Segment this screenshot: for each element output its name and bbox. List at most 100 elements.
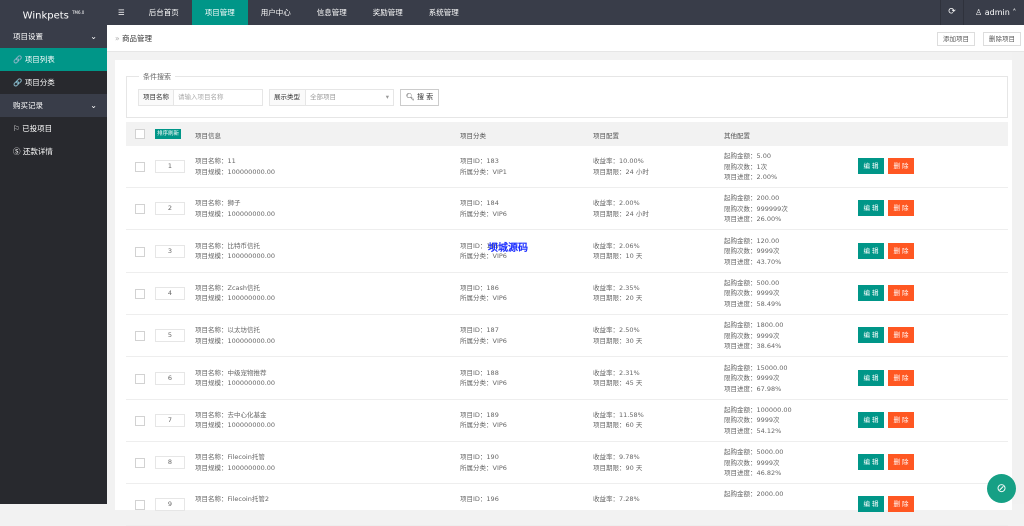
header-config: 项目配置 bbox=[593, 132, 619, 140]
breadcrumb: » 商品管理 添加项目 删除项目 bbox=[107, 25, 1024, 52]
nav-user-center[interactable]: 用户中心 bbox=[260, 8, 291, 17]
sidebar-item-repayment[interactable]: Ⓢ 还款详情 bbox=[13, 147, 53, 156]
menu-toggle-icon[interactable]: ☰ bbox=[118, 8, 125, 17]
page-title: 商品管理 bbox=[121, 34, 152, 43]
table-row: 2 项目名称：狮子 项目规模：100000000.00 项目ID：184 所属分类：… bbox=[126, 188, 1008, 231]
select-all-checkbox[interactable] bbox=[135, 129, 145, 139]
add-project-button[interactable]: 添加项目 bbox=[937, 32, 975, 46]
nav-project-management[interactable]: 项目管理 bbox=[191, 0, 248, 25]
project-category: 项目ID：185 所属分类：VIP6 bbox=[460, 241, 507, 261]
header-category: 项目分类 bbox=[460, 132, 486, 140]
edit-button[interactable]: 编 辑 bbox=[858, 200, 884, 217]
project-config: 收益率：2.50% 项目期限：30 天 bbox=[593, 326, 643, 345]
row-checkbox[interactable] bbox=[135, 500, 145, 511]
project-info: 项目名称：中级宠物推荐 项目规模：100000000.00 bbox=[195, 368, 276, 388]
edit-button[interactable]: 编 辑 bbox=[858, 454, 884, 471]
delete-button[interactable]: 删 除 bbox=[888, 327, 914, 344]
type-select[interactable]: 全部项目 ▾ bbox=[305, 89, 394, 106]
other-config: 起购金额：120.00 限购次数：9999次 项目进度：43.70% bbox=[724, 236, 782, 266]
nav-info-management[interactable]: 信息管理 bbox=[316, 8, 347, 17]
chevron-down-icon: ⌄ bbox=[90, 101, 97, 110]
search-legend: 条件搜索 bbox=[139, 72, 175, 82]
name-input[interactable]: 请输入项目名称 bbox=[173, 89, 263, 106]
sidebar-group-project-settings[interactable]: 项目设置 ⌄ bbox=[0, 25, 107, 48]
sort-order-input[interactable]: 3 bbox=[155, 244, 185, 258]
table-header: 排序刷新 项目信息 项目分类 项目配置 其他配置 bbox=[126, 122, 1008, 146]
edit-button[interactable]: 编 辑 bbox=[858, 411, 884, 428]
table-row: 4 项目名称：Zcash信托 项目规模：100000000.00 项目ID：186… bbox=[126, 273, 1008, 315]
project-info: 项目名称：去中心化基金 项目规模：100000000.00 bbox=[195, 410, 276, 430]
delete-button[interactable]: 删 除 bbox=[888, 200, 914, 217]
project-config: 收益率：2.06% 项目期限：10 天 bbox=[593, 241, 643, 261]
table-row: 6 项目名称：中级宠物推荐 项目规模：100000000.00 项目ID：188 所… bbox=[126, 358, 1008, 400]
refresh-icon[interactable]: ⟳ bbox=[940, 0, 964, 25]
delete-button[interactable]: 删 除 bbox=[888, 284, 914, 301]
delete-button[interactable]: 删 除 bbox=[888, 411, 914, 428]
edit-button[interactable]: 编 辑 bbox=[858, 369, 884, 386]
row-checkbox[interactable] bbox=[135, 415, 145, 426]
sort-order-input[interactable]: 8 bbox=[155, 456, 185, 470]
sort-order-input[interactable]: 4 bbox=[155, 286, 185, 300]
sort-order-input[interactable]: 5 bbox=[155, 329, 185, 343]
header-info: 项目信息 bbox=[195, 132, 221, 140]
other-config: 起购金额：5000.00 限购次数：9999次 项目进度：46.82% bbox=[724, 448, 784, 478]
sort-refresh-button[interactable]: 排序刷新 bbox=[155, 129, 182, 139]
edit-button[interactable]: 编 辑 bbox=[858, 158, 884, 174]
project-info: 项目名称：Filecoin托管 项目规模：100000000.00 bbox=[195, 453, 276, 472]
content-card: 条件搜索 项目名称 请输入项目名称 展示类型 全部项目 ▾ 🔍︎ 搜 索 排序刷新… bbox=[115, 60, 1012, 526]
floating-help-button[interactable]: ⊘ bbox=[987, 474, 1016, 503]
project-info: 项目名称：以太坊信托 项目规模：100000000.00 bbox=[195, 326, 276, 345]
row-checkbox[interactable] bbox=[135, 331, 145, 342]
delete-button[interactable]: 删 除 bbox=[888, 158, 914, 174]
project-config: 收益率：9.78% 项目期限：90 天 bbox=[593, 453, 643, 472]
edit-button[interactable]: 编 辑 bbox=[858, 496, 884, 513]
edit-button[interactable]: 编 辑 bbox=[858, 284, 884, 301]
delete-button[interactable]: 删 除 bbox=[888, 242, 914, 259]
search-button[interactable]: 🔍︎ 搜 索 bbox=[400, 89, 439, 106]
row-checkbox[interactable] bbox=[135, 204, 145, 215]
search-icon: 🔍︎ bbox=[405, 93, 415, 101]
edit-button[interactable]: 编 辑 bbox=[858, 242, 884, 259]
project-config: 收益率：7.28% bbox=[593, 495, 640, 504]
search-panel: 条件搜索 项目名称 请输入项目名称 展示类型 全部项目 ▾ 🔍︎ 搜 索 bbox=[126, 72, 1008, 118]
project-info: 项目名称：狮子 项目规模：100000000.00 bbox=[195, 199, 276, 218]
project-config: 收益率：2.31% 项目期限：45 天 bbox=[593, 368, 643, 388]
sidebar-item-invested[interactable]: ⚐ 已投项目 bbox=[13, 124, 53, 133]
sidebar-group-purchase-records[interactable]: 购买记录 ⌄ bbox=[0, 94, 107, 117]
link-icon: 🔗 bbox=[13, 55, 23, 64]
sort-order-input[interactable]: 2 bbox=[155, 202, 185, 216]
edit-button[interactable]: 编 辑 bbox=[858, 327, 884, 344]
sort-order-input[interactable]: 6 bbox=[155, 371, 185, 385]
other-config: 起购金额：500.00 限购次数：9999次 项目进度：58.49% bbox=[724, 278, 782, 308]
top-bar: Winkpets TM6.0 ☰ 后台首页 项目管理 用户中心 信息管理 奖励管… bbox=[0, 0, 1024, 25]
delete-button[interactable]: 删 除 bbox=[888, 369, 914, 386]
user-menu[interactable]: ♙ admin ˄ bbox=[975, 0, 1016, 25]
sort-order-input[interactable]: 1 bbox=[155, 160, 185, 173]
row-checkbox[interactable] bbox=[135, 288, 145, 299]
project-category: 项目ID：186 所属分类：VIP6 bbox=[460, 283, 507, 303]
delete-project-button[interactable]: 删除项目 bbox=[983, 32, 1021, 46]
logo: Winkpets TM6.0 bbox=[22, 10, 85, 22]
sidebar-item-project-category[interactable]: 🔗 项目分类 bbox=[13, 78, 55, 87]
breadcrumb-arrow-icon: » bbox=[115, 34, 120, 43]
scrollbar[interactable] bbox=[1012, 52, 1024, 504]
table-row: 8 项目名称：Filecoin托管 项目规模：100000000.00 项目ID：… bbox=[126, 442, 1008, 485]
nav-reward-management[interactable]: 奖励管理 bbox=[372, 8, 403, 17]
table-row: 3 项目名称：比特币信托 项目规模：100000000.00 项目ID：185 所属… bbox=[126, 231, 1008, 273]
table-row: 9 项目名称：Filecoin托管2 项目ID：196 收益率：7.28% 起购… bbox=[126, 484, 1008, 526]
row-checkbox[interactable] bbox=[135, 162, 145, 172]
delete-button[interactable]: 删 除 bbox=[888, 454, 914, 471]
row-checkbox[interactable] bbox=[135, 246, 145, 257]
sidebar-item-project-list[interactable]: 🔗 项目列表 bbox=[0, 48, 107, 71]
row-checkbox[interactable] bbox=[135, 373, 145, 384]
nav-system-management[interactable]: 系统管理 bbox=[428, 8, 459, 17]
dollar-icon: Ⓢ bbox=[13, 147, 21, 156]
sidebar: 项目设置 ⌄ 🔗 项目列表 🔗 项目分类 购买记录 ⌄ ⚐ 已投项目 Ⓢ 还款详情 bbox=[0, 25, 107, 504]
sort-order-input[interactable]: 7 bbox=[155, 413, 185, 427]
project-info: 项目名称：Zcash信托 项目规模：100000000.00 bbox=[195, 283, 276, 303]
nav-home[interactable]: 后台首页 bbox=[148, 8, 179, 17]
sort-order-input[interactable]: 9 bbox=[155, 498, 185, 512]
delete-button[interactable]: 删 除 bbox=[888, 496, 914, 513]
row-checkbox[interactable] bbox=[135, 458, 145, 469]
project-category: 项目ID：190 所属分类：VIP6 bbox=[460, 453, 507, 472]
